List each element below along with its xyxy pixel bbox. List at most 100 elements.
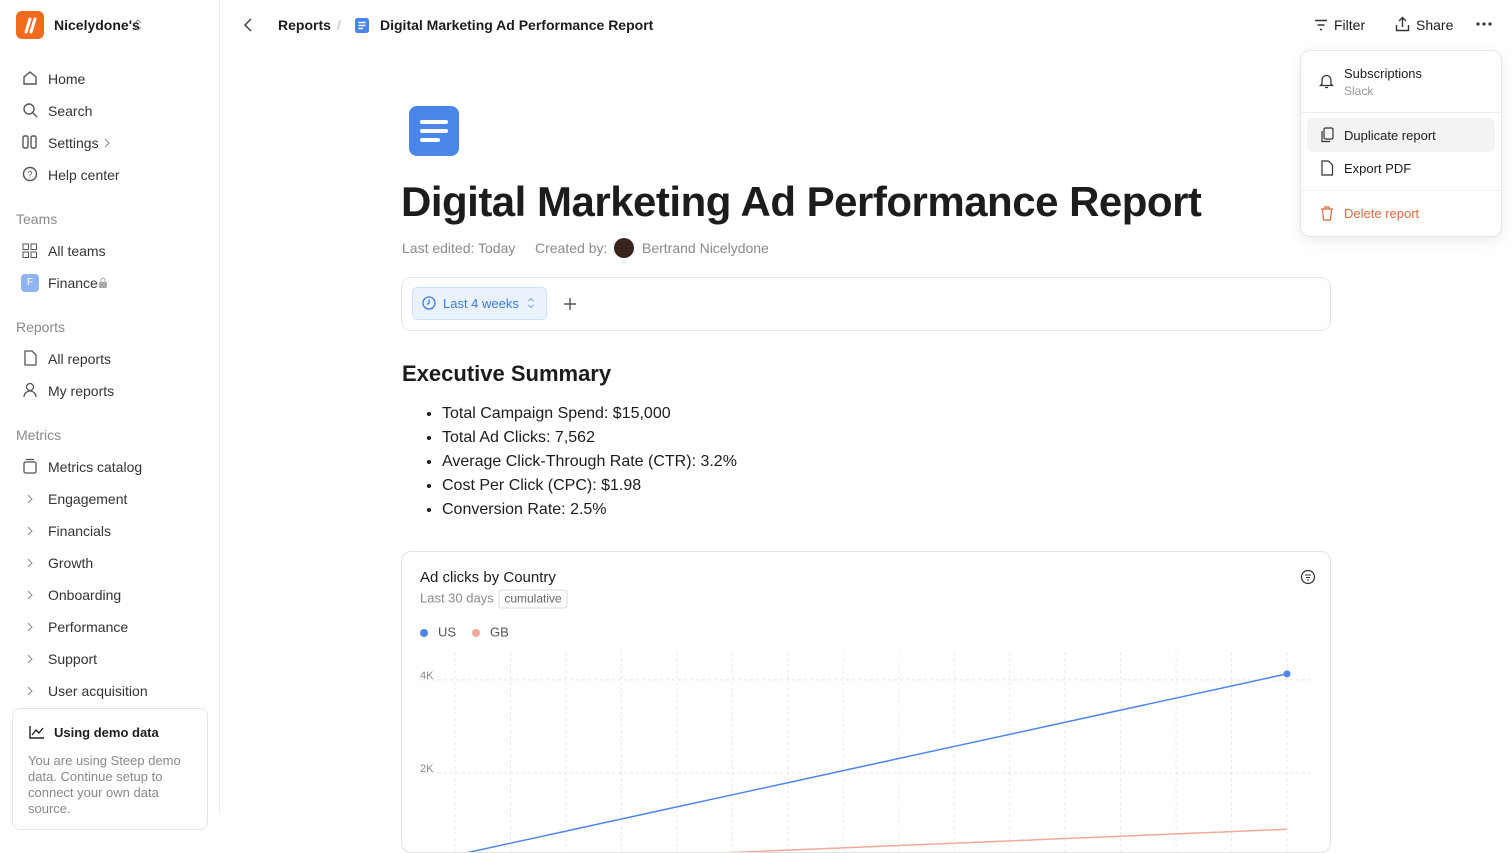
lock-icon	[99, 277, 107, 288]
nav-item[interactable]: Engagement	[48, 491, 128, 507]
divider	[1301, 112, 1501, 113]
catalog-icon	[23, 458, 37, 474]
chevron	[27, 590, 33, 600]
nav-item[interactable]: Finance	[48, 275, 98, 291]
report-title: Digital Marketing Ad Performance Report	[401, 178, 1202, 225]
user-icon	[23, 382, 37, 398]
report-icon	[24, 350, 37, 366]
menu-item[interactable]: Subscriptions	[1344, 66, 1423, 81]
workspace-name[interactable]: Nicelydone's	[54, 17, 140, 33]
section-title: Reports	[16, 319, 66, 335]
team-badge: F	[21, 274, 39, 292]
series-line	[466, 673, 1288, 852]
nav-item[interactable]: Home	[48, 71, 86, 87]
nav-item[interactable]: Search	[48, 103, 93, 119]
legend-dot	[420, 629, 428, 637]
section-title: Teams	[16, 211, 58, 227]
legend-label: US	[438, 624, 456, 639]
bullet: Conversion Rate: 2.5%	[442, 499, 737, 520]
chevron	[27, 494, 33, 504]
y-tick-label: 4K	[420, 670, 434, 682]
chart-filter-button[interactable]	[1300, 569, 1316, 585]
nav-item[interactable]: Financials	[48, 523, 112, 539]
nav-item[interactable]: Onboarding	[48, 587, 122, 603]
filter-button[interactable]: Filter	[1334, 17, 1366, 33]
dropdown-menu: Subscriptions Slack Duplicate report Exp…	[1300, 50, 1502, 237]
menu-item[interactable]: Export PDF	[1344, 161, 1412, 176]
menu-item-sub: Slack	[1344, 84, 1374, 98]
demo-title: Using demo data	[54, 725, 159, 740]
pdf-icon	[1321, 160, 1334, 176]
chevron	[104, 138, 110, 148]
clock-icon	[422, 296, 436, 310]
logo	[16, 11, 44, 39]
bullet: Total Campaign Spend: $15,000	[442, 403, 737, 424]
nav-item[interactable]: Growth	[48, 555, 94, 571]
nav-item[interactable]: My reports	[48, 383, 115, 399]
chevron	[27, 622, 33, 632]
back-button[interactable]	[242, 18, 254, 32]
demo-card: Using demo data You are using Steep demo…	[12, 708, 208, 830]
divider	[1301, 190, 1501, 191]
page: Nicelydone's Home Search Settings ? Help…	[0, 0, 1512, 814]
nav-item[interactable]: Metrics catalog	[48, 459, 143, 475]
section-title: Metrics	[16, 427, 62, 443]
help-icon: ?	[22, 166, 38, 182]
teams-icon	[22, 243, 37, 258]
copy-icon	[1321, 127, 1334, 143]
nav-item[interactable]: All teams	[48, 243, 106, 259]
add-filter-button[interactable]	[563, 297, 577, 311]
chart-title: Ad clicks by Country	[420, 569, 556, 586]
home-icon	[23, 71, 37, 85]
nav-item[interactable]: User acquisition	[48, 683, 148, 699]
chevron	[27, 654, 33, 664]
breadcrumb: Digital Marketing Ad Performance Report	[380, 17, 654, 33]
more-button[interactable]	[1475, 21, 1493, 27]
chart-badge: cumulative	[504, 592, 562, 606]
summary-list: Total Campaign Spend: $15,000 Total Ad C…	[402, 403, 737, 523]
nav-item[interactable]: Support	[48, 651, 98, 667]
menu-item[interactable]: Duplicate report	[1344, 128, 1436, 143]
report-icon-large	[409, 106, 459, 156]
last-edited: Last edited: Today	[402, 240, 516, 256]
bullet: Total Ad Clicks: 7,562	[442, 427, 737, 448]
chevron	[27, 686, 33, 696]
author: Bertrand Nicelydone	[642, 240, 769, 256]
chevron	[27, 526, 33, 536]
sidebar: Nicelydone's Home Search Settings ? Help…	[0, 0, 220, 830]
filter-bar	[401, 277, 1331, 331]
avatar	[614, 238, 634, 258]
demo-text: You are using Steep demo data. Continue …	[28, 753, 181, 816]
section-heading: Executive Summary	[402, 361, 612, 386]
chevron	[528, 297, 534, 309]
bullet: Cost Per Click (CPC): $1.98	[442, 475, 737, 496]
bullet: Average Click-Through Rate (CTR): 3.2%	[442, 451, 737, 472]
chevron	[134, 19, 142, 31]
chevron	[27, 558, 33, 568]
chart-card: Ad clicks by Country Last 30 days cumula…	[401, 551, 1331, 853]
nav-item[interactable]: Help center	[48, 167, 120, 183]
share-button[interactable]: Share	[1416, 17, 1454, 33]
search-icon	[23, 103, 38, 118]
chart-subtitle: Last 30 days	[420, 590, 494, 605]
filter-icon	[1315, 19, 1327, 31]
breadcrumb[interactable]: Reports	[278, 17, 331, 33]
end-point	[1283, 670, 1291, 678]
nav-item[interactable]: Settings	[48, 135, 99, 151]
bell-icon	[1319, 74, 1334, 89]
settings-icon	[22, 135, 37, 149]
y-tick-label: 2K	[420, 763, 434, 775]
nav-item[interactable]: All reports	[48, 351, 112, 367]
nav-item[interactable]: Performance	[48, 619, 129, 635]
chart: Ad clicks by Country Last 30 days cumula…	[420, 569, 1316, 852]
share-icon	[1395, 16, 1410, 32]
badge-box	[498, 589, 568, 609]
doc-icon	[355, 18, 369, 33]
breadcrumb-separator: /	[337, 17, 341, 33]
created-by: Created by:	[535, 240, 608, 256]
legend-dot	[472, 629, 480, 637]
menu-hover	[1307, 118, 1495, 152]
menu-item-danger[interactable]: Delete report	[1344, 206, 1420, 221]
trash-icon	[1321, 206, 1333, 221]
date-filter: Last 4 weeks	[443, 296, 519, 311]
